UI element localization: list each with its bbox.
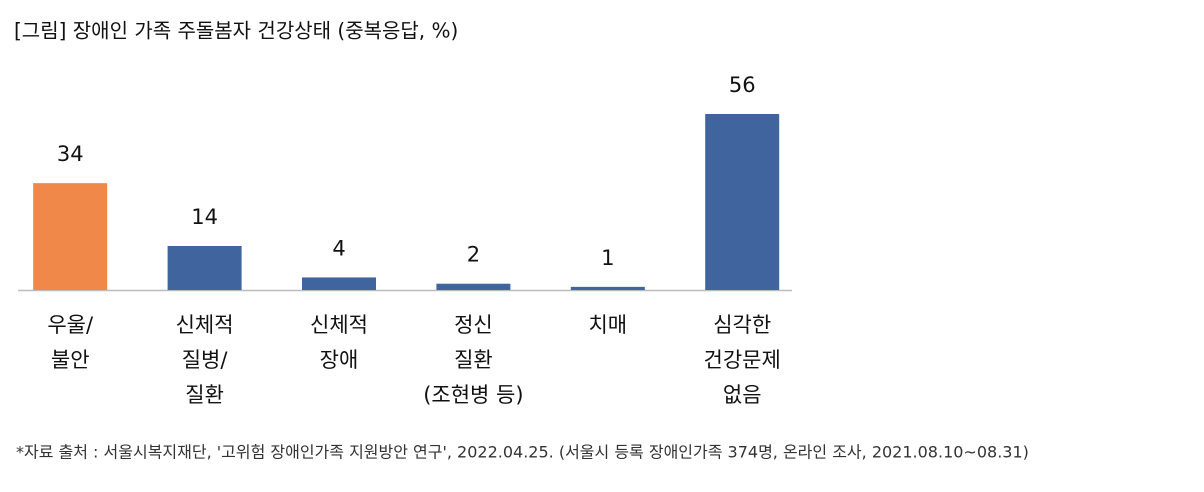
bar <box>302 277 376 290</box>
x-tick-label: 질환 <box>454 348 493 372</box>
x-tick-label: 질환 <box>185 383 224 407</box>
x-tick-label: (조현병 등) <box>423 383 523 407</box>
x-tick-label: 불안 <box>51 348 90 372</box>
value-label: 2 <box>467 243 480 267</box>
value-label: 56 <box>729 73 756 97</box>
value-label: 14 <box>191 205 218 229</box>
x-tick-label: 신체적 <box>176 313 234 337</box>
bar <box>570 286 645 290</box>
x-tick-label: 심각한 <box>713 313 771 337</box>
x-tick-label: 신체적 <box>310 313 368 337</box>
x-tick-label: 치매 <box>588 313 627 337</box>
x-tick-label: 없음 <box>723 383 762 407</box>
bar <box>167 246 242 290</box>
x-tick-label: 질병/ <box>182 348 229 372</box>
value-label: 34 <box>57 142 84 166</box>
x-tick-label: 정신 <box>454 313 493 337</box>
x-tick-label: 우울/ <box>47 313 94 337</box>
value-label: 4 <box>332 236 345 260</box>
x-tick-label: 건강문제 <box>704 348 781 372</box>
value-label: 1 <box>601 246 614 270</box>
chart-title: [그림] 장애인 가족 주돌봄자 건강상태 (중복응답, %) <box>14 19 458 43</box>
bar <box>33 183 108 290</box>
source-note: *자료 출처 : 서울시복지재단, '고위험 장애인가족 지원방안 연구', 2… <box>16 443 1029 462</box>
bar <box>705 114 780 290</box>
bar <box>436 283 511 290</box>
x-tick-label: 장애 <box>320 348 359 372</box>
